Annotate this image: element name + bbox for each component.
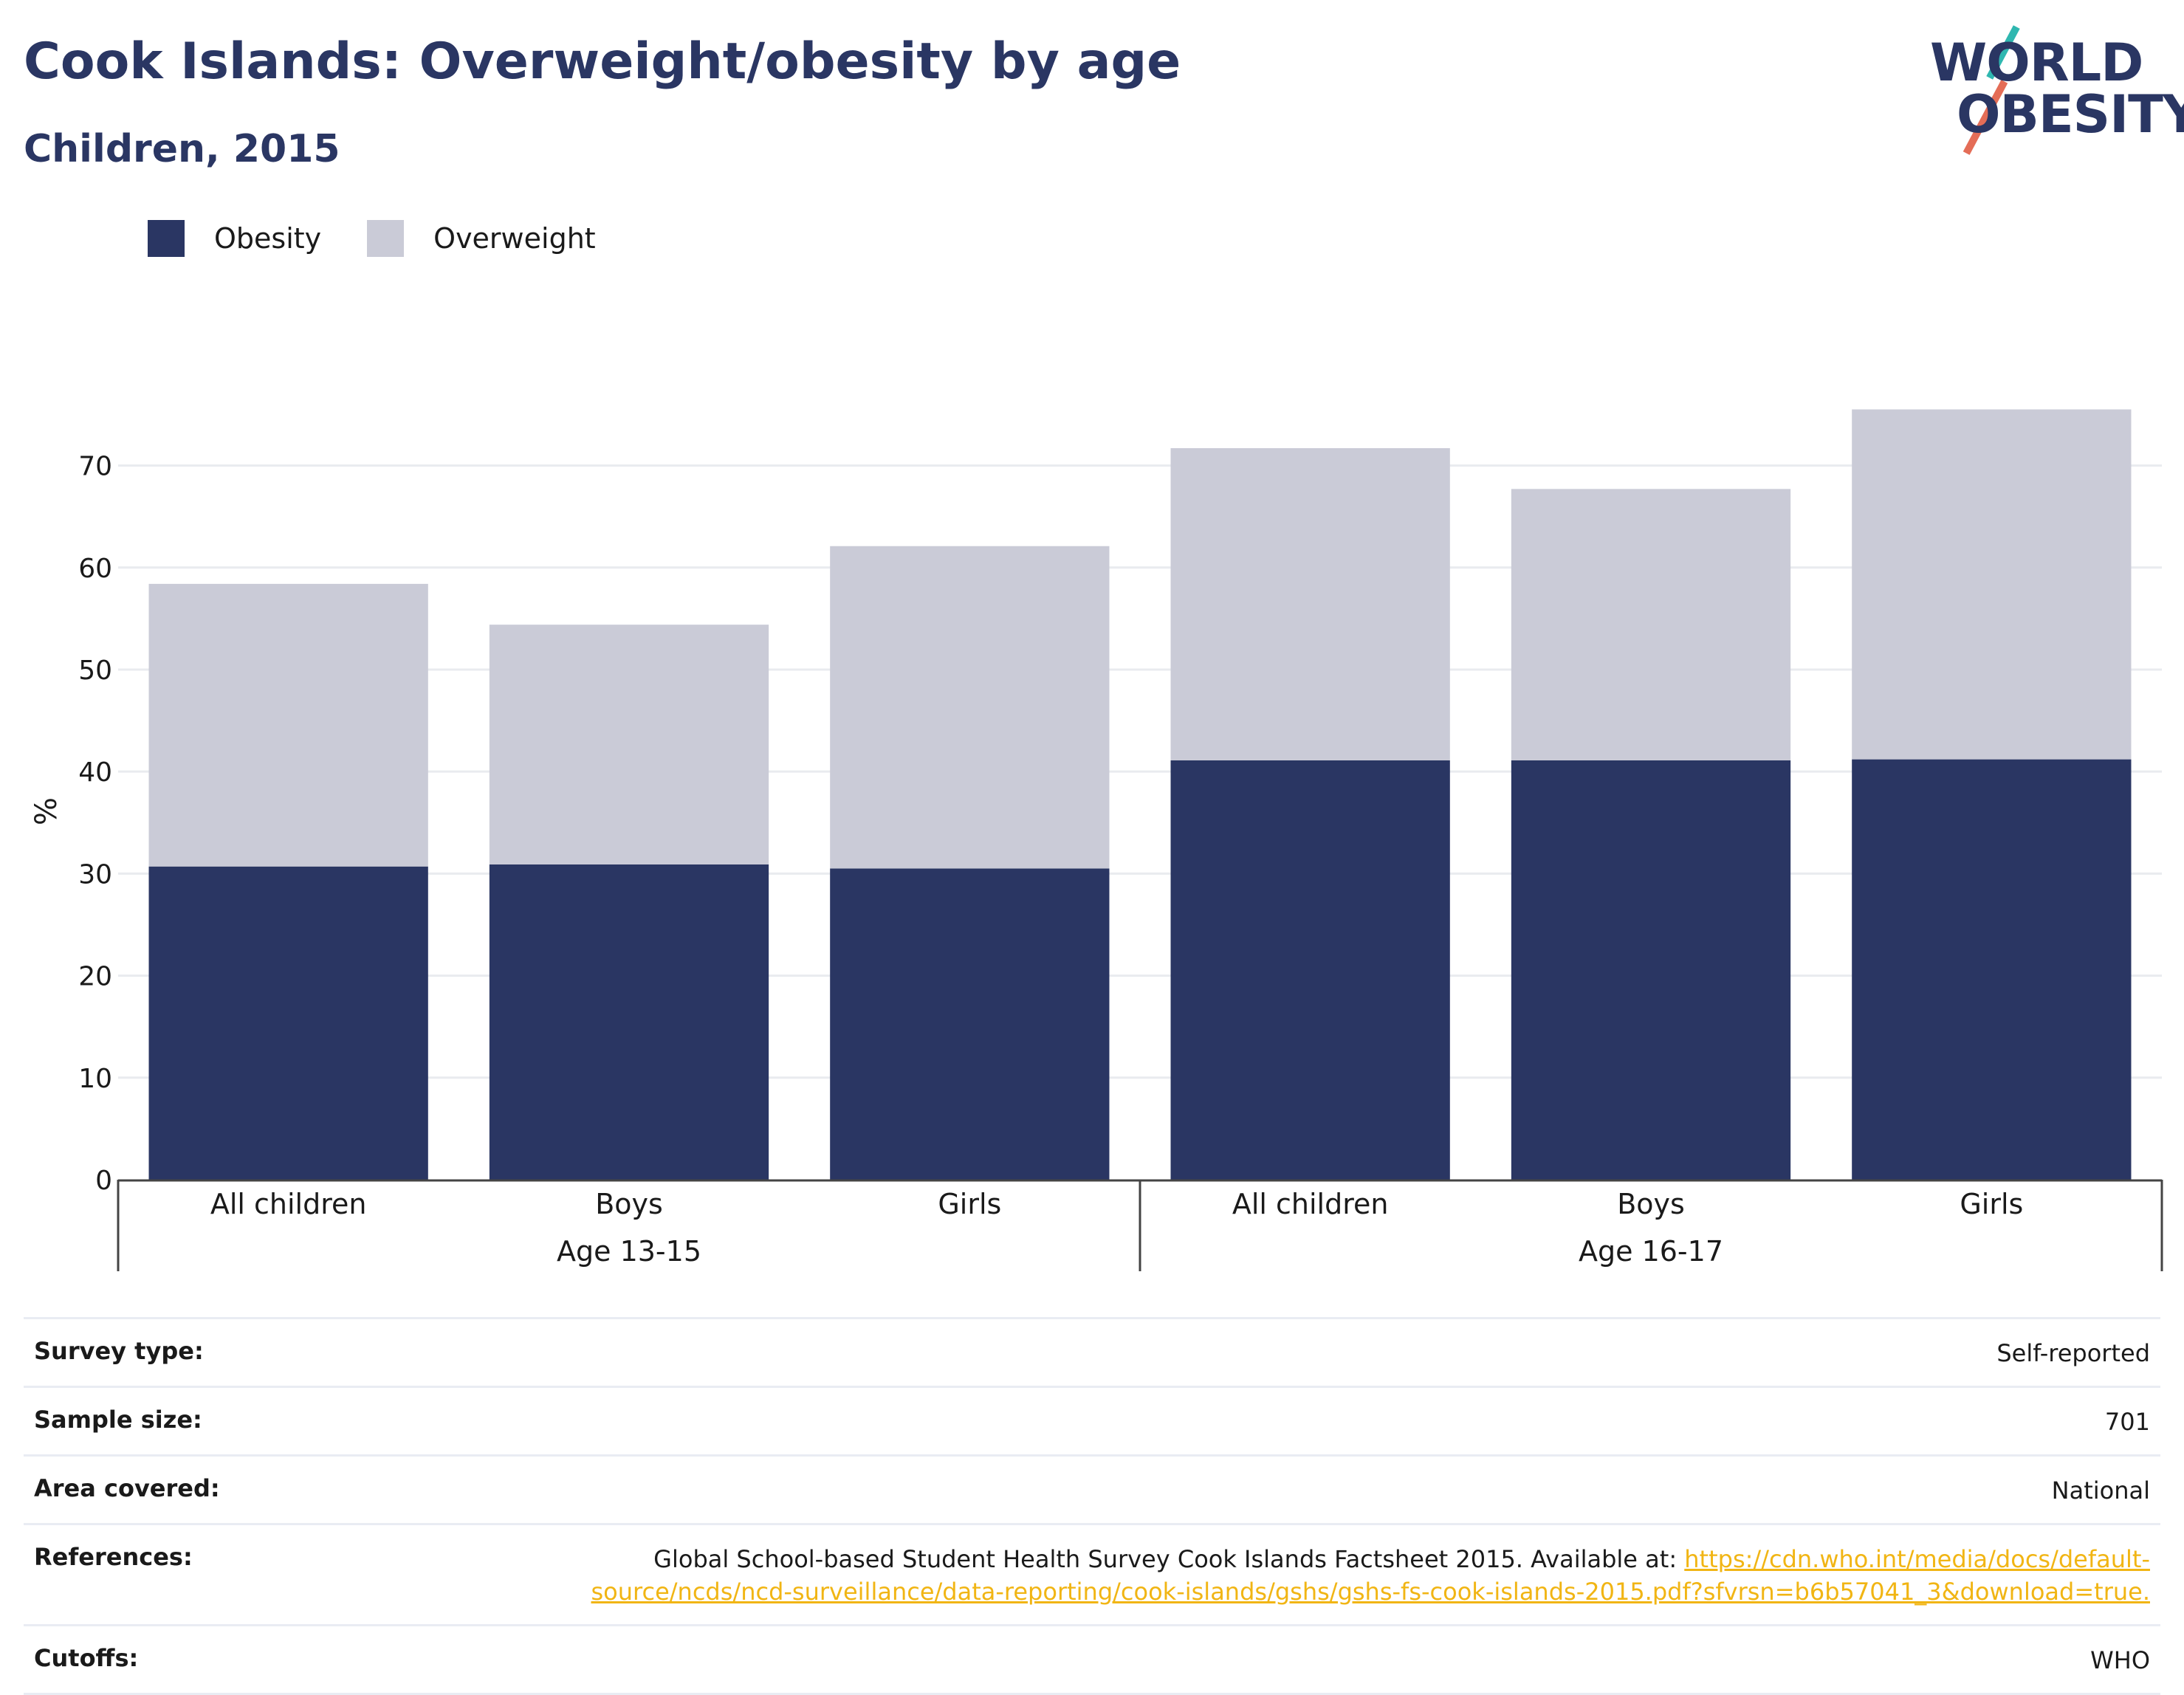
logo-line-1: WORLD [1930,32,2143,93]
legend-label-overweight: Overweight [433,222,596,255]
bar-overweight-5 [1852,409,2132,760]
y-tick-label: 50 [78,656,112,686]
grid-lines [118,464,2162,1079]
meta-label: Survey type: [34,1337,204,1365]
bar-obesity-3 [1170,760,1450,1180]
stacked-bar-chart: 0 10 20 30 40 50 60 70% All children Boys Girls All… [30,409,2163,1271]
meta-row-area-covered: Area covered: National [24,1454,2160,1523]
legend-swatch-obesity [148,220,185,257]
world-obesity-logo: WORLD OBESITY [1920,22,2184,155]
meta-label: Sample size: [34,1406,202,1434]
y-tick-label: 70 [78,452,112,482]
bar-obesity-0 [148,866,428,1180]
bar-overweight-1 [489,625,769,864]
reference-link[interactable]: https://cdn.who.int/media/docs/default-s… [591,1545,2151,1606]
bar-overweight-3 [1170,448,1450,760]
meta-label: References: [34,1543,193,1571]
page-subtitle: Children, 2015 [24,127,340,171]
y-tick-label: 20 [78,962,112,992]
x-category-label: Boys [595,1188,663,1220]
bar-overweight-0 [148,583,428,867]
reference-text: Global School-based Student Health Surve… [653,1545,1685,1573]
y-tick-label: 0 [95,1166,112,1196]
bar-obesity-1 [489,864,769,1180]
y-tick-label: 30 [78,859,112,890]
meta-row-references: References: Global School-based Student … [24,1523,2160,1624]
legend-item-overweight[interactable]: Overweight [367,220,596,257]
meta-row-cutoffs: Cutoffs: WHO [24,1624,2160,1695]
metadata-table: Survey type: Self-reported Sample size: … [24,1317,2160,1695]
x-group-label: Age 13-15 [557,1235,701,1268]
legend-swatch-overweight [367,220,405,257]
bar-obesity-4 [1511,760,1791,1180]
bar-obesity-5 [1852,759,2132,1180]
meta-value: Self-reported [1996,1339,2150,1367]
logo-line-2: OBESITY [1957,84,2184,145]
x-category-label: All children [1232,1188,1389,1220]
x-category-label: All children [210,1188,367,1220]
meta-label: Cutoffs: [34,1644,139,1672]
bar-obesity-2 [830,868,1110,1180]
meta-value: 701 [2104,1408,2150,1436]
bar-overweight-4 [1511,489,1791,760]
bars [148,409,2132,1180]
x-group-label: Age 16-17 [1579,1235,1723,1268]
meta-row-survey-type: Survey type: Self-reported [24,1317,2160,1386]
y-axis-title: % [30,797,63,825]
axes: 0 10 20 30 40 50 60 70% All children Boys Girls All… [30,452,2163,1271]
x-category-label: Girls [1960,1188,2023,1220]
y-tick-label: 60 [78,554,112,584]
y-tick-label: 10 [78,1064,112,1094]
y-tick-label: 40 [78,757,112,788]
x-category-label: Girls [938,1188,1001,1220]
chart-legend: Obesity Overweight [148,220,642,257]
x-category-label: Boys [1617,1188,1685,1220]
meta-label: Area covered: [34,1474,220,1502]
legend-item-obesity[interactable]: Obesity [148,220,321,257]
bar-overweight-2 [830,546,1110,869]
page-title: Cook Islands: Overweight/obesity by age [24,32,1181,91]
meta-value: WHO [2090,1646,2150,1674]
meta-value: National [2051,1476,2150,1505]
meta-row-sample-size: Sample size: 701 [24,1386,2160,1454]
meta-value-references: Global School-based Student Health Surve… [526,1543,2151,1608]
legend-label-obesity: Obesity [214,222,322,255]
